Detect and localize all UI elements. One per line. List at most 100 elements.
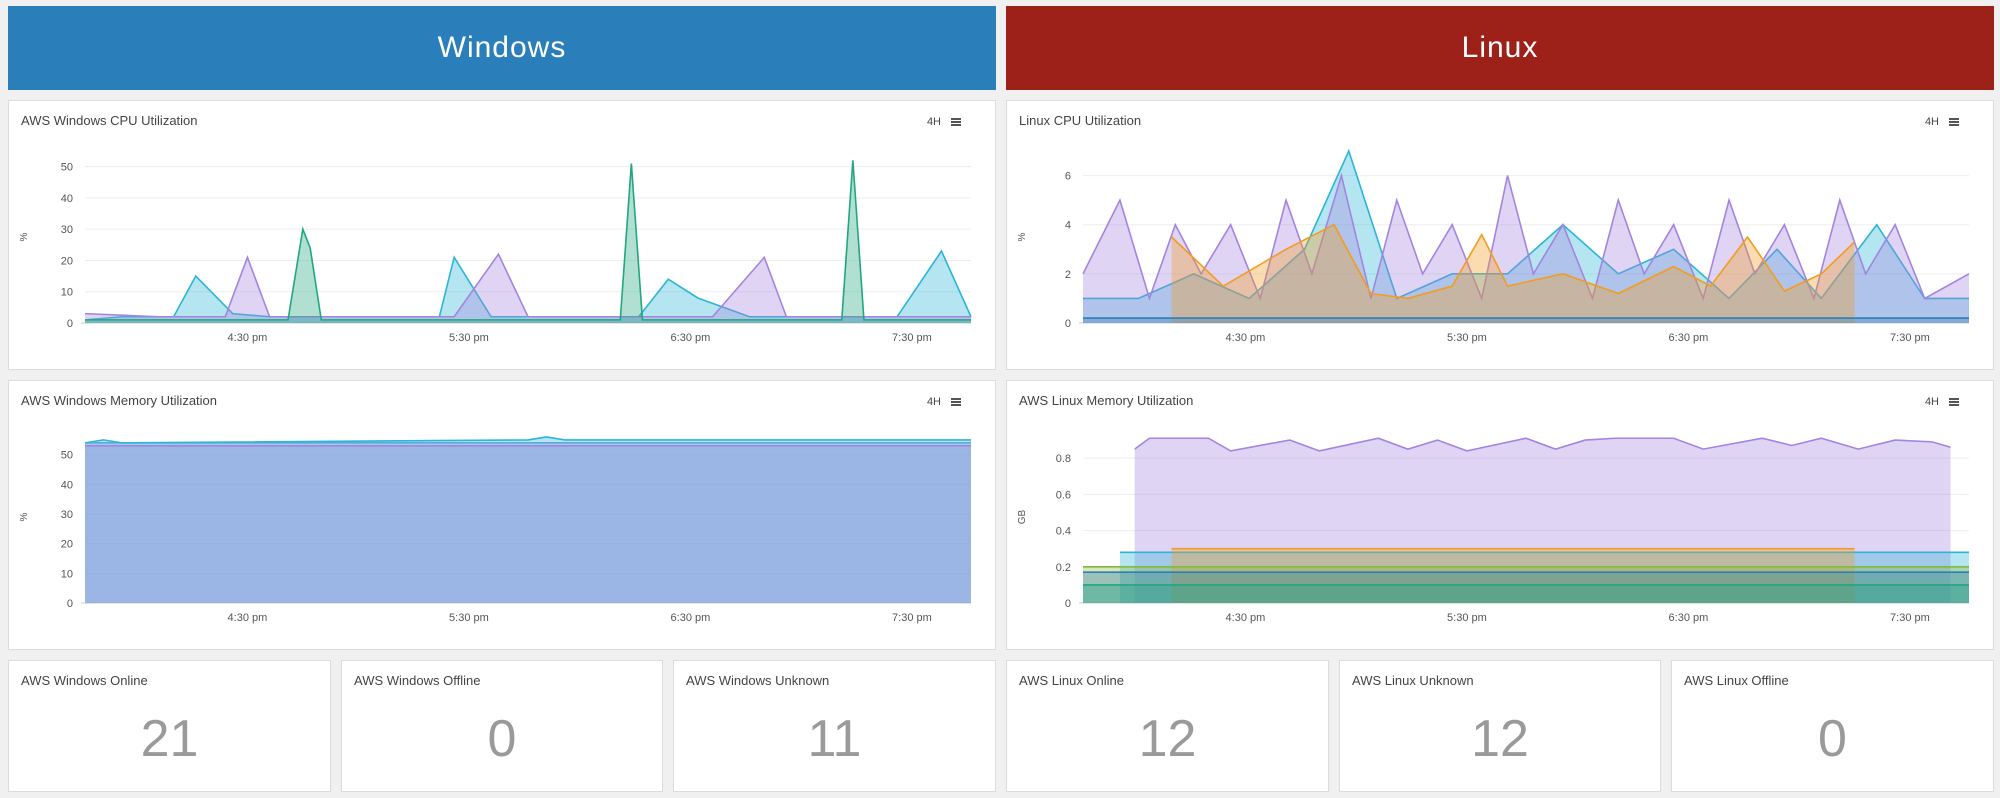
x-tick-label: 6:30 pm — [671, 612, 711, 624]
panel-title: AWS Linux Memory Utilization — [1019, 393, 1194, 408]
list-icon[interactable] — [951, 118, 961, 126]
y-axis-label: GB — [1017, 509, 1028, 524]
x-tick-label: 4:30 pm — [1226, 612, 1266, 624]
series-area-2 — [85, 445, 971, 603]
series-line-2 — [85, 160, 971, 321]
panel-tools: 4H — [927, 396, 961, 408]
y-axis-label: % — [1017, 232, 1028, 241]
series-line-1 — [84, 252, 971, 318]
linux-cpu-chart: 0 2 4 6 4:30 pm 5:30 pm 6:30 pm 7:30 pm% — [1017, 148, 1970, 344]
stat-value: 12 — [1471, 710, 1529, 768]
windows-memory-panel: 0 10 20 30 40 50 4:30 pm 5:30 pm 6:30 pm 7:30 pm%… — [8, 380, 996, 650]
y-tick-label: 0 — [67, 598, 73, 610]
linux-cpu-panel: 0 2 4 6 4:30 pm 5:30 pm 6:30 pm 7:30 pm% Linux … — [1006, 100, 1994, 370]
stat-linux-online: AWS Linux Online 12 — [1006, 660, 1329, 792]
linux-memory-chart: 0 0.2 0.4 0.6 0.8 4:30 pm 5:30 pm 6:30 pm 7:30 p… — [1017, 437, 1969, 624]
linux-banner: Linux — [1006, 6, 1994, 90]
series-area-2 — [1171, 548, 1855, 603]
y-tick-label: 0 — [1065, 318, 1071, 330]
stat-label: AWS Linux Unknown — [1352, 673, 1474, 688]
windows-banner-title: Windows — [437, 31, 567, 64]
panel-tools: 4H — [927, 116, 961, 128]
y-tick-label: 50 — [61, 450, 73, 462]
stat-value: 12 — [1138, 710, 1197, 768]
x-tick-label: 6:30 pm — [1669, 612, 1709, 624]
stat-label: AWS Linux Offline — [1684, 673, 1789, 688]
stat-label: AWS Windows Online — [21, 673, 148, 688]
y-tick-label: 6 — [1065, 171, 1071, 183]
x-tick-label: 6:30 pm — [671, 332, 711, 344]
y-tick-label: 0 — [67, 318, 73, 330]
windows-cpu-panel: 0 10 20 30 40 50 4:30 pm 5:30 pm 6:30 pm 7:30 pm%… — [8, 100, 996, 370]
y-tick-label: 0 — [1065, 598, 1071, 610]
stat-label: AWS Linux Online — [1019, 673, 1125, 688]
y-tick-label: 0.8 — [1056, 453, 1071, 465]
panel-title: Linux CPU Utilization — [1019, 113, 1142, 128]
series-area-1 — [85, 254, 971, 323]
x-tick-label: 7:30 pm — [1890, 332, 1930, 344]
stat-windows-offline: AWS Windows Offline 0 — [341, 660, 663, 792]
series-area-2 — [85, 160, 971, 323]
series-line-2 — [1171, 223, 1856, 300]
stat-label: AWS Windows Unknown — [686, 673, 830, 688]
x-tick-label: 4:30 pm — [228, 612, 268, 624]
stat-linux-offline: AWS Linux Offline 0 — [1671, 660, 1994, 792]
y-tick-label: 0.2 — [1056, 562, 1071, 574]
x-tick-label: 5:30 pm — [449, 332, 489, 344]
linux-banner-title: Linux — [1461, 31, 1539, 64]
time-range-button[interactable]: 4H — [926, 396, 941, 408]
y-tick-label: 30 — [61, 509, 73, 521]
y-tick-label: 20 — [61, 255, 73, 267]
series-area-1 — [1083, 175, 1969, 323]
series-area-0 — [1134, 438, 1951, 603]
x-tick-label: 4:30 pm — [1226, 332, 1266, 344]
y-tick-label: 20 — [61, 539, 73, 551]
y-tick-label: 40 — [61, 479, 73, 491]
series-area-2 — [1171, 224, 1855, 323]
y-tick-label: 10 — [61, 287, 73, 299]
list-icon[interactable] — [951, 398, 961, 406]
y-tick-label: 50 — [61, 162, 73, 174]
series-line-1 — [1082, 172, 1970, 302]
series-area-1 — [85, 436, 971, 603]
series-area-0 — [85, 442, 971, 603]
windows-banner: Windows — [8, 6, 996, 90]
series-area-1 — [1119, 552, 1969, 603]
y-tick-label: 10 — [61, 568, 73, 580]
time-range-button[interactable]: 4H — [1924, 396, 1939, 408]
series-area-3 — [1083, 318, 1969, 323]
windows-cpu-chart: 0 10 20 30 40 50 4:30 pm 5:30 pm 6:30 pm 7:30 pm% — [19, 160, 972, 344]
x-tick-label: 7:30 pm — [1890, 612, 1930, 624]
y-tick-label: 30 — [61, 224, 73, 236]
y-tick-label: 0.4 — [1056, 526, 1071, 538]
y-tick-label: 0.6 — [1056, 489, 1071, 501]
series-area-5 — [1083, 584, 1969, 603]
stat-value: 11 — [807, 710, 862, 768]
list-icon[interactable] — [1949, 398, 1959, 406]
x-tick-label: 6:30 pm — [1669, 332, 1709, 344]
windows-memory-chart: 0 10 20 30 40 50 4:30 pm 5:30 pm 6:30 pm 7:30 pm% — [19, 436, 971, 624]
series-line-0 — [1083, 148, 1969, 300]
time-range-button[interactable]: 4H — [926, 116, 941, 128]
x-tick-label: 7:30 pm — [892, 332, 932, 344]
y-tick-label: 4 — [1065, 220, 1071, 232]
y-tick-label: 2 — [1065, 269, 1071, 281]
x-tick-label: 5:30 pm — [1447, 332, 1487, 344]
stat-windows-online: AWS Windows Online 21 — [8, 660, 331, 792]
y-tick-label: 40 — [61, 193, 73, 205]
stat-linux-unknown: AWS Linux Unknown 12 — [1339, 660, 1661, 792]
x-tick-label: 5:30 pm — [449, 612, 489, 624]
panel-title: AWS Windows CPU Utilization — [21, 113, 198, 128]
stat-value: 21 — [140, 710, 199, 768]
stat-label: AWS Windows Offline — [354, 673, 481, 688]
linux-memory-panel: 0 0.2 0.4 0.6 0.8 4:30 pm 5:30 pm 6:30 pm 7:30 p… — [1006, 380, 1994, 650]
x-tick-label: 7:30 pm — [892, 612, 932, 624]
y-axis-label: % — [19, 512, 30, 521]
list-icon[interactable] — [1949, 118, 1959, 126]
panel-tools: 4H — [1925, 116, 1959, 128]
series-line-1 — [84, 436, 971, 444]
panel-title: AWS Windows Memory Utilization — [21, 393, 218, 408]
time-range-button[interactable]: 4H — [1924, 116, 1939, 128]
stat-value: 0 — [487, 710, 517, 768]
series-area-0 — [85, 251, 971, 323]
